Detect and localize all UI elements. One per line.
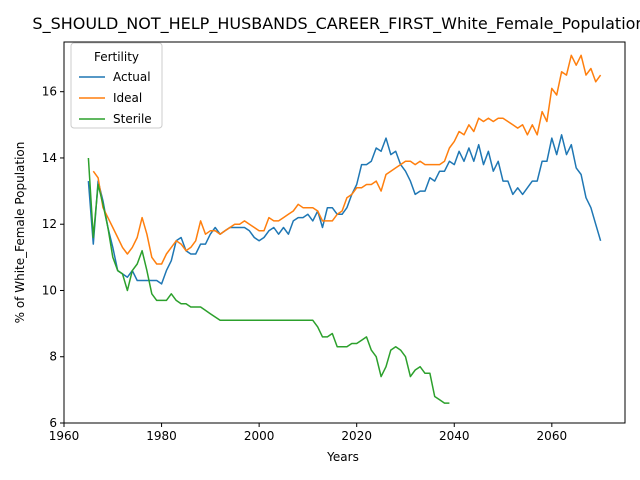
series-line-ideal	[92, 54, 602, 265]
y-tick-label: 14	[42, 151, 57, 165]
series-line-actual	[87, 134, 602, 285]
x-tick-label: 1960	[49, 429, 80, 443]
x-axis-ticks: 1960 1980 2000 2020 2040 2060	[49, 423, 567, 443]
x-tick-label: 2060	[537, 429, 568, 443]
legend-label-ideal: Ideal	[113, 91, 142, 105]
x-tick-label: 2040	[439, 429, 470, 443]
series-line-sterile	[87, 157, 450, 404]
legend: Fertility Actual Ideal Sterile	[70, 42, 163, 129]
x-axis-label: Years	[326, 450, 359, 464]
x-tick-label: 2000	[244, 429, 275, 443]
legend-title: Fertility	[94, 50, 139, 64]
legend-box	[70, 42, 163, 129]
x-tick-label: 2020	[341, 429, 372, 443]
legend-label-actual: Actual	[113, 70, 151, 84]
legend-label-sterile: Sterile	[113, 112, 152, 126]
y-tick-label: 8	[49, 350, 57, 364]
y-tick-label: 10	[42, 283, 57, 297]
chart-title: S_SHOULD_NOT_HELP_HUSBANDS_CAREER_FIRST_…	[32, 14, 640, 34]
y-tick-label: 12	[42, 217, 57, 231]
plot-lines	[87, 54, 602, 404]
y-axis-label: % of White_Female Population	[13, 142, 27, 324]
x-tick-label: 1980	[146, 429, 177, 443]
legend-items: Actual Ideal Sterile	[79, 70, 152, 126]
y-tick-label: 6	[49, 416, 57, 430]
axes-frame	[63, 41, 626, 424]
y-tick-label: 16	[42, 85, 57, 99]
y-axis-ticks: 6 8 10 12 14 16	[42, 85, 64, 430]
